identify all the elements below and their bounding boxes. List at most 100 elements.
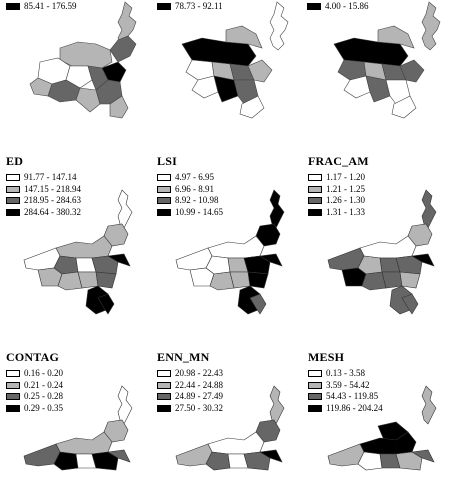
panel-title: ED bbox=[6, 154, 24, 168]
legend-row: 22.44 - 24.88 bbox=[157, 380, 223, 392]
legend-row: 3.59 - 54.42 bbox=[308, 380, 383, 392]
panel-mesh: MESH 0.13 - 3.58 3.59 - 54.42 54.43 - 11… bbox=[304, 346, 454, 504]
legend-label: 0.29 - 0.35 bbox=[24, 402, 63, 413]
legend-row: 4.97 - 6.95 bbox=[157, 172, 223, 184]
legend-swatch bbox=[308, 393, 322, 401]
legend-row: 1.31 - 1.33 bbox=[308, 207, 365, 219]
legend-label: 10.99 - 14.65 bbox=[175, 206, 223, 217]
legend-label: 91.77 - 147.14 bbox=[24, 172, 77, 182]
legend-row: 218.95 - 284.63 bbox=[6, 195, 81, 207]
legend-row: 54.43 - 119.85 bbox=[308, 391, 383, 403]
legend-label: 4.97 - 6.95 bbox=[175, 172, 214, 182]
panel-ed: ED 91.77 - 147.14 147.15 - 218.94 218.95… bbox=[2, 150, 152, 308]
legend-row: 0.29 - 0.35 bbox=[6, 403, 63, 415]
legend-row: 0.13 - 3.58 bbox=[308, 368, 383, 380]
legend-swatch bbox=[157, 2, 171, 10]
legend-row: 27.50 - 30.32 bbox=[157, 403, 223, 415]
legend-label: 1.17 - 1.20 bbox=[326, 172, 365, 182]
legend-swatch bbox=[157, 174, 171, 182]
legend-swatch bbox=[157, 404, 171, 412]
legend-label: 20.98 - 22.43 bbox=[175, 368, 223, 378]
legend-label: 4.00 - 15.86 bbox=[325, 1, 369, 11]
panel-lsi: LSI 4.97 - 6.95 6.96 - 8.91 8.92 - 10.98… bbox=[153, 150, 303, 308]
map-frac-am bbox=[327, 189, 437, 315]
legend: 4.97 - 6.95 6.96 - 8.91 8.92 - 10.98 10.… bbox=[157, 172, 223, 218]
legend-row: 1.17 - 1.20 bbox=[308, 172, 365, 184]
map-contag bbox=[23, 385, 133, 471]
legend: 1.17 - 1.20 1.21 - 1.25 1.26 - 1.30 1.31… bbox=[308, 172, 365, 218]
legend-label: 0.25 - 0.28 bbox=[24, 391, 63, 401]
legend-swatch bbox=[157, 393, 171, 401]
legend-swatch bbox=[6, 197, 20, 205]
legend-swatch bbox=[6, 381, 20, 389]
panel-title: MESH bbox=[308, 350, 345, 364]
legend-swatch bbox=[6, 174, 20, 182]
map-enn-mn bbox=[175, 385, 285, 471]
legend: 0.16 - 0.20 0.21 - 0.24 0.25 - 0.28 0.29… bbox=[6, 368, 63, 414]
legend-row: 8.92 - 10.98 bbox=[157, 195, 223, 207]
legend-label: 1.21 - 1.25 bbox=[326, 183, 365, 194]
legend-label: 3.59 - 54.42 bbox=[326, 379, 370, 390]
legend-swatch bbox=[157, 208, 171, 216]
map-ed bbox=[23, 189, 133, 315]
legend-label: 119.86 - 204.24 bbox=[326, 402, 383, 413]
map-top-1 bbox=[29, 1, 137, 119]
panel-contag: CONTAG 0.16 - 0.20 0.21 - 0.24 0.25 - 0.… bbox=[2, 346, 152, 504]
legend-swatch bbox=[157, 197, 171, 205]
legend-row: 0.16 - 0.20 bbox=[6, 368, 63, 380]
legend-row: 91.77 - 147.14 bbox=[6, 172, 81, 184]
legend: 0.13 - 3.58 3.59 - 54.42 54.43 - 119.85 … bbox=[308, 368, 383, 414]
legend-label: 218.95 - 284.63 bbox=[24, 195, 81, 205]
legend-swatch bbox=[308, 370, 322, 378]
legend-label: 78.73 - 92.11 bbox=[175, 1, 223, 11]
legend-swatch bbox=[6, 370, 20, 378]
legend-label: 0.13 - 3.58 bbox=[326, 368, 365, 378]
legend-swatch bbox=[6, 404, 20, 412]
legend-swatch bbox=[308, 208, 322, 216]
legend-label: 27.50 - 30.32 bbox=[175, 402, 223, 413]
panel-title: LSI bbox=[157, 154, 177, 168]
legend-row: 6.96 - 8.91 bbox=[157, 184, 223, 196]
panel-title: FRAC_AM bbox=[308, 154, 369, 168]
legend-label: 85.41 - 176.59 bbox=[24, 1, 77, 11]
panel-enn-mn: ENN_MN 20.98 - 22.43 22.44 - 24.88 24.89… bbox=[153, 346, 303, 504]
legend-swatch bbox=[6, 185, 20, 193]
top-legend-3: 4.00 - 15.86 bbox=[307, 0, 369, 12]
legend-swatch bbox=[157, 381, 171, 389]
legend-swatch bbox=[6, 208, 20, 216]
legend-swatch bbox=[157, 370, 171, 378]
legend-label: 22.44 - 24.88 bbox=[175, 379, 223, 390]
panel-frac-am: FRAC_AM 1.17 - 1.20 1.21 - 1.25 1.26 - 1… bbox=[304, 150, 454, 308]
top-row-maps bbox=[29, 1, 441, 119]
legend-label: 147.15 - 218.94 bbox=[24, 183, 81, 194]
legend-swatch bbox=[6, 2, 20, 10]
legend-row: 0.21 - 0.24 bbox=[6, 380, 63, 392]
legend-row: 24.89 - 27.49 bbox=[157, 391, 223, 403]
panel-title: ENN_MN bbox=[157, 350, 210, 364]
choropleth-maps bbox=[23, 189, 437, 471]
map-lsi bbox=[175, 189, 285, 315]
legend-label: 24.89 - 27.49 bbox=[175, 391, 223, 401]
legend-label: 1.26 - 1.30 bbox=[326, 195, 365, 205]
legend-label: 0.16 - 0.20 bbox=[24, 368, 63, 378]
legend-swatch bbox=[307, 2, 321, 10]
legend-row: 119.86 - 204.24 bbox=[308, 403, 383, 415]
map-top-2 bbox=[181, 1, 289, 119]
legend-row: 1.21 - 1.25 bbox=[308, 184, 365, 196]
panel-title: CONTAG bbox=[6, 350, 59, 364]
legend-swatch bbox=[308, 381, 322, 389]
legend-label: 1.31 - 1.33 bbox=[326, 206, 365, 217]
top-legend-1: 85.41 - 176.59 bbox=[6, 0, 77, 12]
legend: 20.98 - 22.43 22.44 - 24.88 24.89 - 27.4… bbox=[157, 368, 223, 414]
map-top-3 bbox=[333, 1, 441, 119]
legend-swatch bbox=[157, 185, 171, 193]
legend-row: 1.26 - 1.30 bbox=[308, 195, 365, 207]
legend-swatch bbox=[308, 185, 322, 193]
legend-swatch bbox=[6, 393, 20, 401]
legend: 91.77 - 147.14 147.15 - 218.94 218.95 - … bbox=[6, 172, 81, 218]
top-legend-2: 78.73 - 92.11 bbox=[157, 0, 223, 12]
legend-label: 54.43 - 119.85 bbox=[326, 391, 379, 401]
legend-swatch bbox=[308, 197, 322, 205]
map-mesh bbox=[327, 385, 437, 471]
legend-swatch bbox=[308, 174, 322, 182]
